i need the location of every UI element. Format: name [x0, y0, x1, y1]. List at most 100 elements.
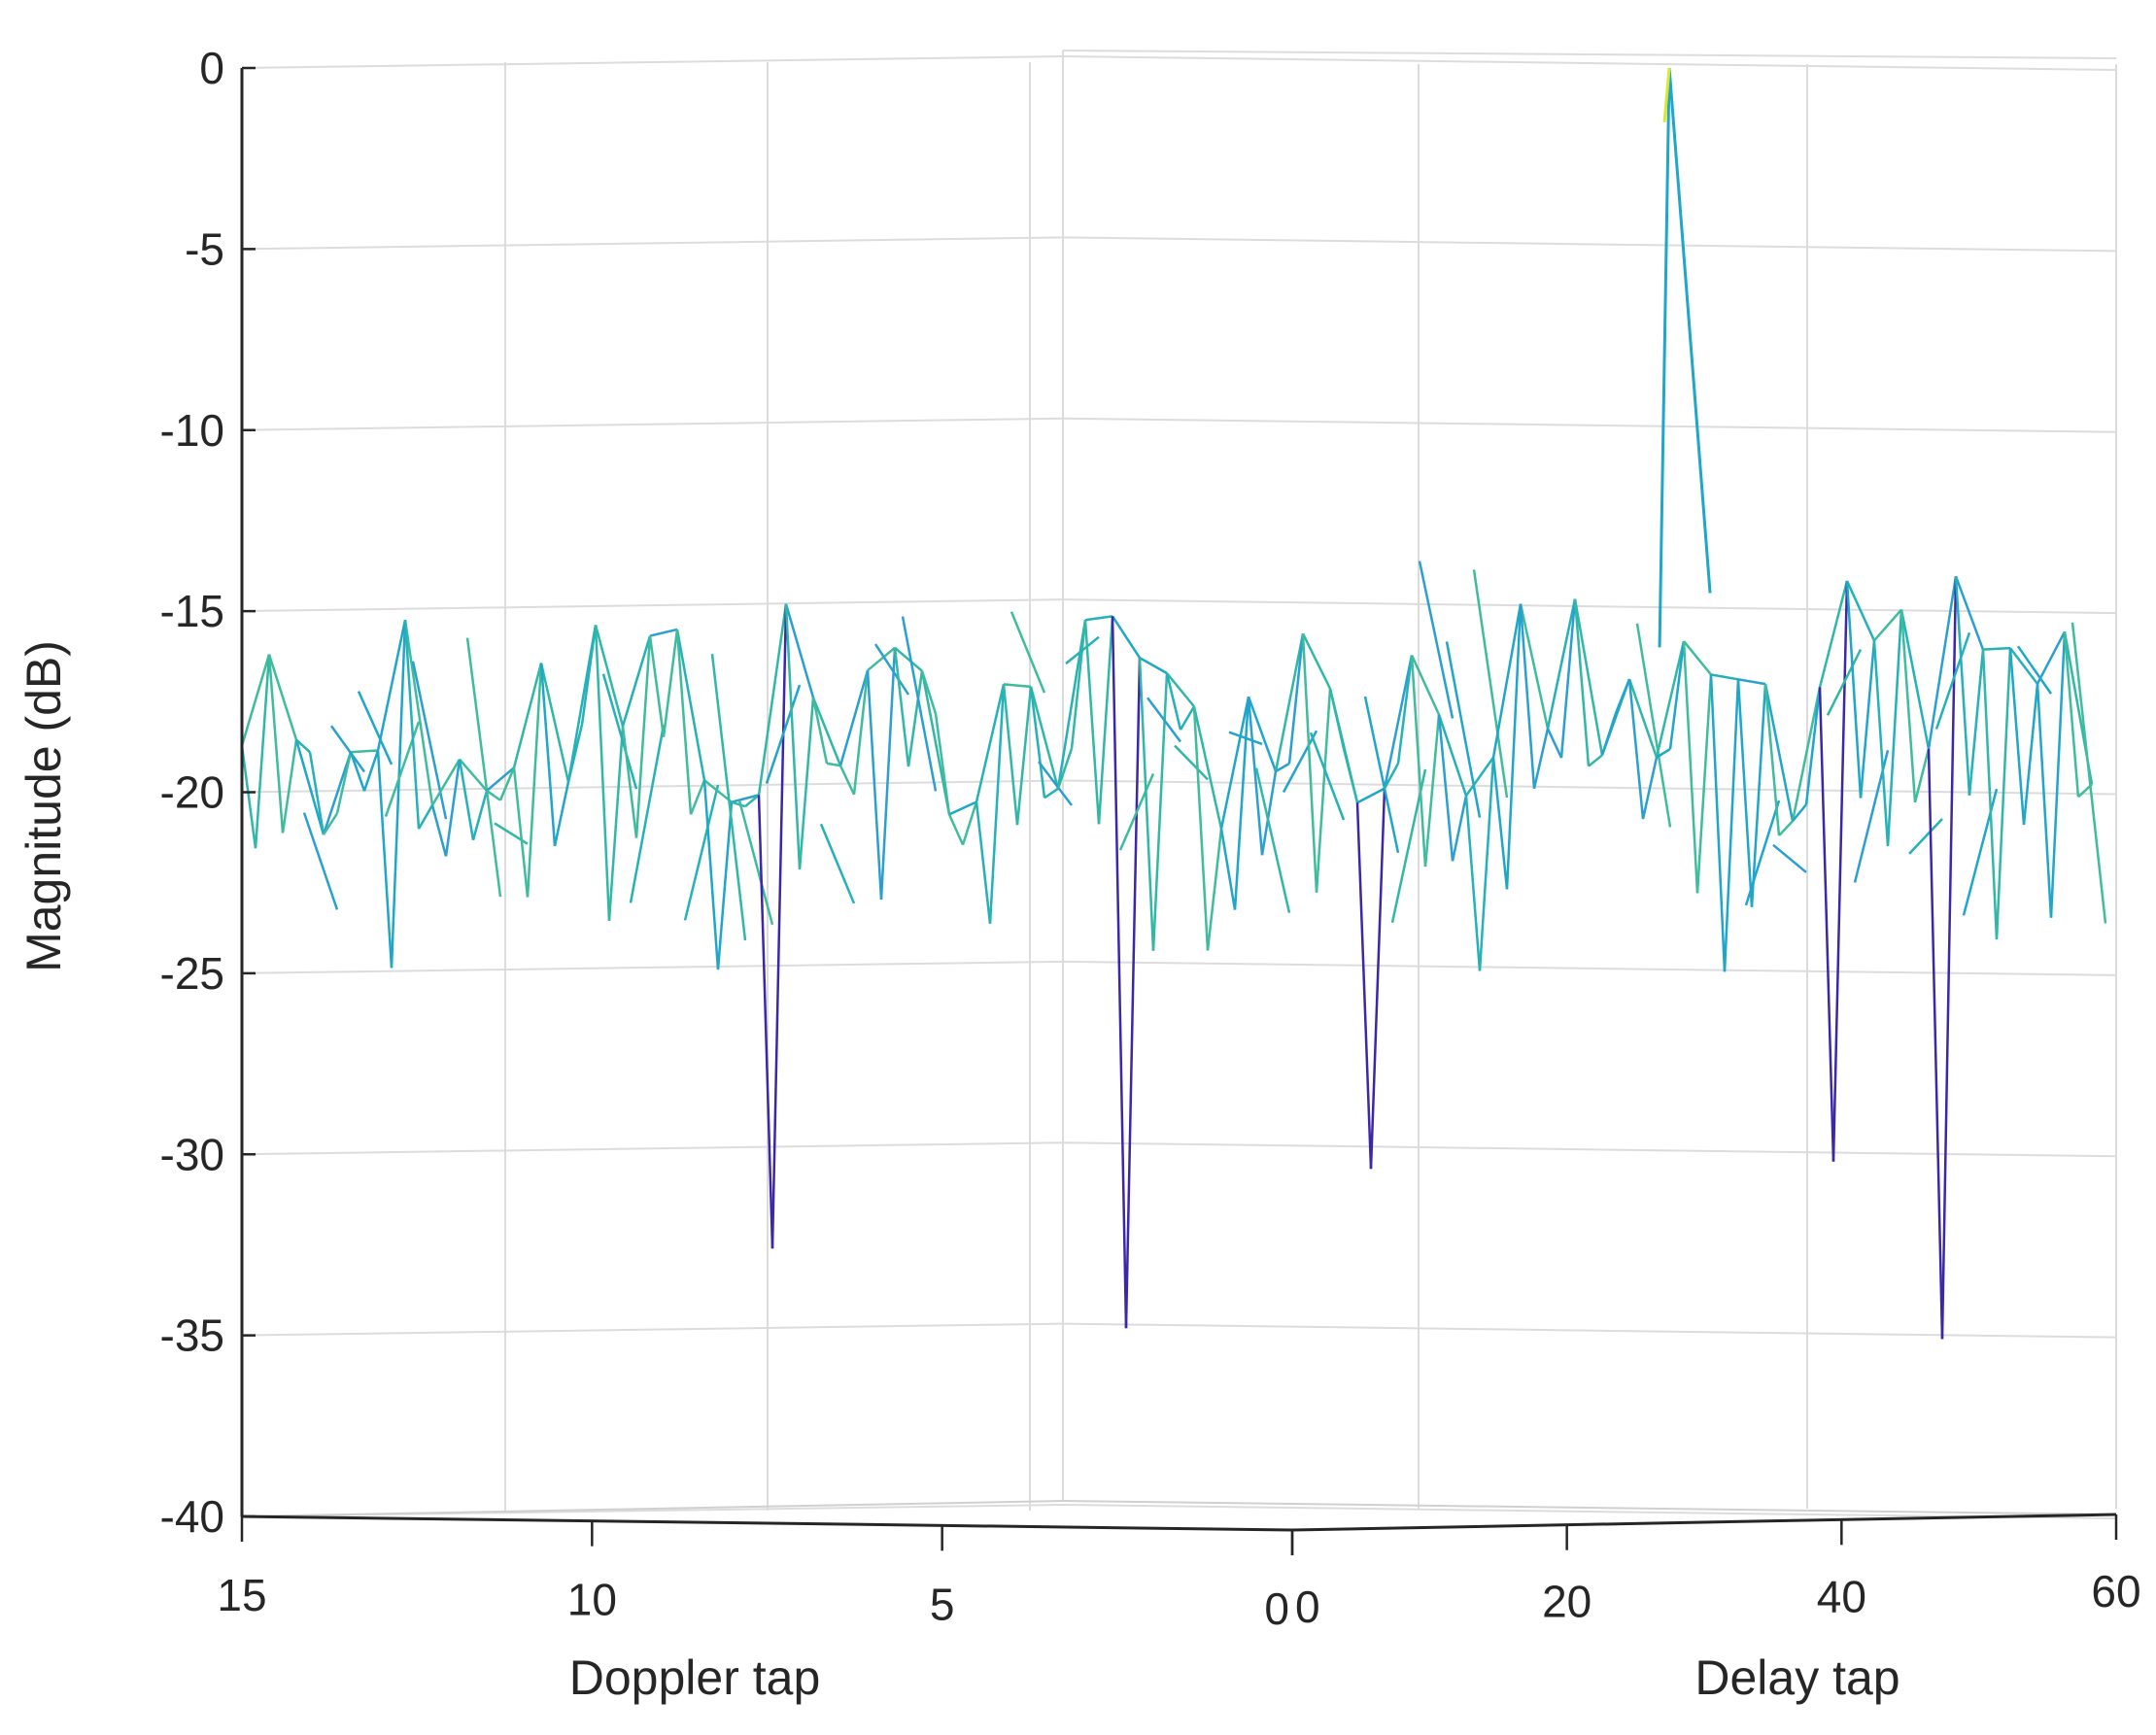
- z-tick-label: -30: [160, 1129, 224, 1179]
- mesh-edge: [1940, 576, 1958, 1340]
- doppler-axis-line: [241, 1514, 1293, 1532]
- mesh-edge: [1111, 615, 1142, 659]
- mesh-edge: [1451, 795, 1468, 862]
- grid-line-z-left: [241, 1322, 1064, 1337]
- mesh-edge: [1573, 598, 1604, 756]
- delay-tick-label: 60: [2091, 1566, 2140, 1616]
- mesh-edge: [1478, 757, 1495, 971]
- grid-line-z-right: [1062, 1141, 2117, 1158]
- mesh-edge: [601, 673, 638, 790]
- z-tick-label: -40: [160, 1491, 224, 1542]
- mesh-edge: [1532, 728, 1550, 790]
- doppler-tick-label: 0: [1264, 1583, 1289, 1634]
- mesh-edge: [1124, 658, 1142, 1329]
- mesh-edge: [1546, 728, 1563, 759]
- mesh-edge: [1437, 714, 1468, 797]
- mesh-edge: [1656, 748, 1671, 759]
- mesh-edge: [1627, 678, 1645, 820]
- mesh-edge: [757, 795, 774, 1249]
- peak-spike: [1658, 67, 1671, 648]
- mesh-edge: [430, 804, 448, 857]
- mesh-edge: [629, 725, 666, 903]
- mesh-edge: [1845, 580, 1863, 799]
- z-tick-label: -10: [160, 405, 224, 456]
- mesh-edge: [975, 684, 1006, 802]
- doppler-tick-label: 5: [930, 1579, 955, 1629]
- mesh-edge: [1056, 748, 1074, 790]
- mesh-edge: [961, 801, 978, 845]
- mesh-edge: [1165, 672, 1182, 731]
- mesh-edge: [784, 603, 802, 869]
- mesh-edge: [566, 724, 584, 783]
- mesh-edge: [907, 670, 924, 767]
- mesh-edge: [498, 766, 516, 801]
- grid-line-z-right: [1062, 55, 2117, 71]
- mesh-edge: [512, 767, 530, 898]
- mesh-edge: [471, 790, 489, 841]
- grid-line-z-left: [241, 236, 1064, 251]
- mesh-edge: [1166, 672, 1195, 708]
- doppler-tick-label: 10: [567, 1575, 617, 1625]
- mesh-edge: [2016, 645, 2053, 695]
- mesh-edge: [1219, 697, 1250, 830]
- mesh-edge: [1247, 696, 1278, 772]
- mesh-edge: [975, 801, 992, 924]
- mesh-edge: [539, 663, 570, 783]
- mesh-edge: [1342, 748, 1359, 803]
- mesh-edge: [621, 635, 652, 727]
- mesh-edge: [1546, 598, 1577, 730]
- grid-line-z-right: [1062, 417, 2117, 433]
- mesh-edge: [1954, 575, 1985, 651]
- mesh-edge: [716, 801, 734, 970]
- mesh-edge: [1472, 569, 1509, 799]
- mesh-edge: [1913, 748, 1931, 803]
- mesh-edge: [1573, 598, 1591, 766]
- mesh-edge: [838, 765, 856, 796]
- delay-axis-label: Delay tap: [1694, 1650, 1899, 1705]
- mesh-edge: [1954, 576, 1971, 796]
- mesh-edge: [1778, 820, 1794, 836]
- floor-line: [1062, 1500, 2117, 1515]
- mesh-edge: [376, 619, 407, 751]
- grid-line-z-right: [1062, 1504, 2117, 1519]
- grid-line-z-right: [1062, 1322, 2117, 1339]
- mesh-edge: [1737, 678, 1766, 686]
- z-tick-label: -25: [160, 948, 224, 999]
- grid-line-z-right: [1062, 779, 2117, 796]
- mesh-edge: [662, 629, 679, 737]
- mesh-edge: [1396, 655, 1414, 765]
- mesh-edge: [852, 669, 870, 796]
- mesh-edge: [1192, 705, 1223, 830]
- mesh-edge: [2036, 630, 2067, 685]
- mesh-edge: [267, 654, 285, 833]
- mesh-edge: [2036, 683, 2053, 918]
- mesh-edge: [737, 799, 774, 926]
- mesh-edge: [1641, 757, 1659, 820]
- mesh-edge: [2022, 683, 2039, 826]
- z-tick-label: -35: [160, 1310, 224, 1361]
- mesh-edge: [1056, 620, 1087, 790]
- mesh-edge: [1315, 688, 1332, 893]
- mesh-edge: [390, 620, 407, 969]
- mesh-edge: [1968, 649, 1985, 796]
- mesh-edge: [1464, 795, 1482, 971]
- mesh-edge: [1519, 603, 1536, 789]
- mesh-edge: [1505, 603, 1523, 890]
- mesh-edge: [867, 646, 896, 672]
- mesh-edge: [689, 779, 706, 815]
- mesh-edge: [594, 625, 625, 727]
- mesh-edge: [1423, 714, 1441, 868]
- mesh-edge: [1723, 679, 1740, 972]
- mesh-edge: [308, 752, 325, 835]
- mesh-edge: [1029, 686, 1060, 790]
- mesh-edge: [1995, 648, 2012, 939]
- grid-line-z-right: [1062, 598, 2117, 615]
- mesh-edge: [675, 629, 693, 815]
- mesh-edge: [1219, 828, 1237, 910]
- mesh-edge: [1627, 678, 1659, 759]
- mesh-edge: [1763, 683, 1781, 836]
- mesh-edge: [430, 759, 462, 806]
- mesh-edge: [1274, 633, 1305, 772]
- grid-line-z-left: [241, 55, 1064, 69]
